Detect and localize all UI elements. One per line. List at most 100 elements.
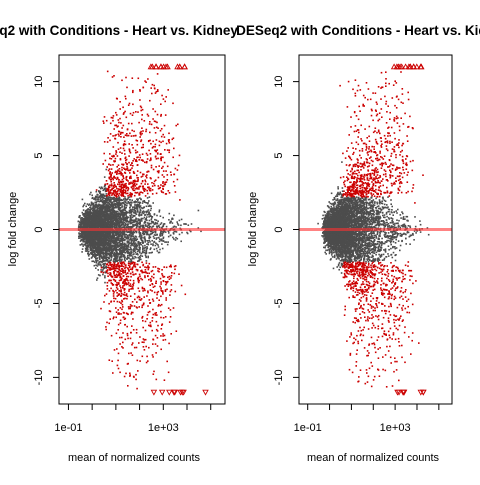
gene-point — [128, 202, 131, 204]
gene-point — [122, 215, 124, 218]
gene-point — [104, 275, 106, 277]
gene-point — [102, 208, 105, 210]
gene-point — [136, 245, 138, 247]
gene-point — [107, 236, 109, 239]
gene-point — [105, 254, 107, 256]
gene-point — [95, 230, 98, 232]
significant-gene-point — [132, 189, 135, 192]
gene-point — [103, 263, 105, 265]
gene-point — [138, 235, 141, 238]
gene-point — [155, 219, 158, 221]
gene-point — [95, 210, 97, 213]
gene-point — [78, 237, 80, 239]
gene-point — [109, 214, 111, 217]
gene-point — [168, 212, 171, 215]
gene-point — [144, 214, 146, 216]
gene-point — [87, 248, 89, 251]
gene-point — [124, 196, 126, 198]
gene-point — [103, 236, 105, 239]
significant-gene-point — [109, 279, 111, 282]
significant-gene-point — [136, 188, 139, 190]
gene-point — [134, 255, 136, 258]
gene-point — [140, 258, 142, 261]
gene-point — [144, 244, 146, 247]
gene-point — [97, 205, 100, 207]
gene-point — [156, 234, 158, 236]
gene-point — [103, 247, 106, 249]
gene-point — [135, 207, 138, 210]
significant-gene-point — [127, 262, 130, 265]
gene-point — [170, 220, 172, 223]
gene-point — [96, 249, 99, 251]
gene-point — [89, 239, 91, 241]
gene-point — [103, 187, 106, 190]
gene-point — [148, 235, 151, 237]
gene-point — [83, 243, 85, 246]
significant-gene-point — [112, 178, 114, 181]
gene-point — [124, 236, 127, 238]
gene-point — [82, 232, 84, 235]
gene-point — [119, 238, 122, 240]
significant-gene-point — [120, 270, 122, 272]
gene-point — [94, 235, 96, 238]
gene-point — [163, 230, 166, 232]
gene-point — [119, 233, 121, 235]
gene-point — [92, 244, 94, 247]
gene-point — [102, 235, 104, 238]
gene-point — [93, 261, 96, 263]
gene-point — [111, 237, 114, 240]
significant-gene-point — [110, 192, 112, 194]
gene-point — [101, 220, 103, 222]
gene-point — [90, 211, 93, 214]
gene-point — [162, 240, 165, 242]
gene-point — [98, 200, 101, 203]
significant-gene-point — [142, 263, 145, 266]
gene-point — [175, 231, 178, 233]
significant-gene-point — [118, 282, 120, 284]
significant-gene-point — [131, 188, 134, 190]
gene-point — [121, 211, 123, 213]
gene-point — [115, 218, 118, 221]
significant-gene-point — [118, 283, 120, 285]
gene-point — [82, 223, 85, 226]
gene-point — [138, 245, 141, 247]
significant-gene-point — [109, 272, 112, 275]
gene-point — [117, 231, 120, 234]
gene-point — [118, 252, 121, 255]
gene-point — [112, 205, 114, 208]
gene-point — [134, 210, 137, 212]
significant-gene-point — [130, 262, 133, 264]
gene-point — [120, 246, 123, 248]
significant-gene-point — [118, 135, 120, 137]
gene-point — [82, 218, 85, 221]
gene-point — [114, 206, 117, 208]
gene-point — [145, 260, 148, 262]
gene-point — [142, 217, 144, 220]
significant-gene-point — [115, 178, 118, 181]
gene-point — [102, 246, 104, 248]
gene-point — [78, 233, 81, 235]
gene-point — [124, 201, 127, 203]
gene-point — [93, 216, 95, 218]
gene-point — [93, 233, 96, 236]
gene-point — [122, 230, 124, 233]
significant-gene-point — [141, 269, 143, 272]
gene-point — [95, 201, 98, 204]
gene-point — [145, 225, 147, 227]
gene-point — [111, 205, 113, 208]
significant-gene-point — [107, 275, 109, 277]
gene-point — [105, 267, 107, 269]
gene-point — [109, 242, 111, 245]
gene-point — [100, 247, 103, 249]
gene-point — [85, 227, 87, 229]
significant-gene-point — [129, 268, 132, 270]
gene-point — [161, 243, 163, 245]
gene-point — [96, 279, 98, 281]
gene-point — [81, 198, 84, 201]
gene-point — [143, 249, 146, 251]
gene-point — [88, 241, 91, 244]
gene-point — [88, 258, 91, 260]
significant-gene-point — [131, 182, 134, 185]
gene-point — [138, 250, 141, 252]
significant-gene-point — [120, 183, 123, 186]
